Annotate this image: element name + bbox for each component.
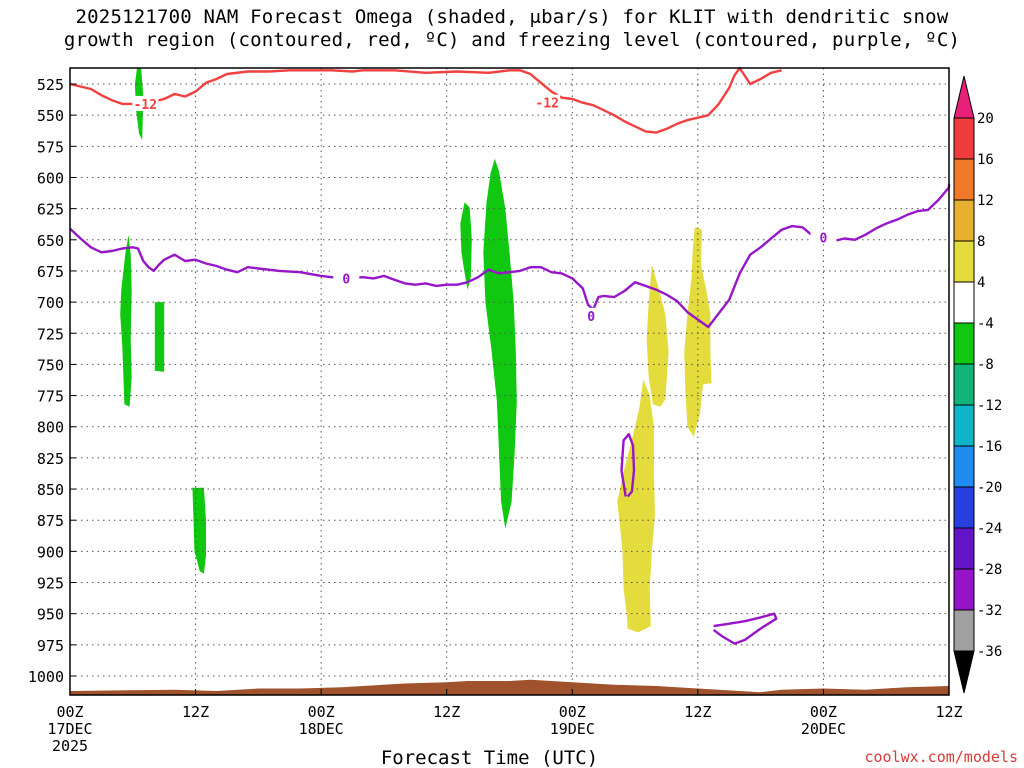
colorbar-tick-7: -12: [977, 398, 1002, 414]
omega-shade-2: [154, 302, 165, 372]
omega-shade-7: [646, 264, 669, 407]
contour-label-zero-a: 0: [342, 272, 350, 287]
contour-label-minus12-b: -12: [535, 97, 558, 112]
colorbar-box-6: [953, 363, 975, 406]
contour-line-3: [712, 612, 778, 645]
terrain-layer: [70, 679, 949, 695]
y-tick-label-925: 925: [37, 575, 64, 593]
colorbar-tick-10: -24: [977, 521, 1002, 537]
x-tick-label-72-0: 00Z: [810, 703, 837, 721]
omega-shade-5: [483, 158, 517, 529]
contour-label-minus12-a: -12: [134, 98, 157, 113]
omega-shade-3: [192, 487, 206, 574]
x-axis-label: Forecast Time (UTC): [381, 747, 598, 768]
omega-shade-1: [120, 234, 132, 407]
colorbar-top-arrow: [953, 75, 975, 119]
colorbar-tick-3: 8: [977, 234, 985, 250]
colorbar-tick-9: -20: [977, 480, 1002, 496]
y-tick-label-575: 575: [37, 138, 64, 156]
colorbar-box-8: [953, 445, 975, 488]
x-tick-label-60-0: 12Z: [684, 703, 711, 721]
chart-title-line2: growth region (contoured, red, ºC) and f…: [63, 29, 961, 51]
x-tick-label-48-0: 00Z: [559, 703, 586, 721]
contour-line-0: [69, 66, 782, 134]
x-tick-label-0-2: 2025: [52, 737, 88, 755]
colorbar-tick-0: 20: [977, 111, 994, 127]
colorbar-tick-1: 16: [977, 152, 994, 168]
colorbar-tick-4: 4: [977, 275, 985, 291]
colorbar-box-12: [953, 609, 975, 652]
y-axis: 525 550 575 600 625 650 675 700 725 750 775 800 825 8…: [28, 76, 76, 686]
colorbar-box-4: [953, 281, 975, 324]
y-tick-label-825: 825: [37, 450, 64, 468]
contour-label-minus12-b-bg: [534, 94, 561, 110]
contour-layer: -12 -12 0 0 0: [69, 66, 951, 645]
y-tick-label-750: 750: [37, 356, 64, 374]
colorbar-tick-12: -32: [977, 603, 1002, 619]
x-tick-label-24-0: 00Z: [308, 703, 335, 721]
contour-label-zero-b: 0: [587, 310, 595, 325]
grid-layer: [70, 68, 949, 695]
terrain-fill: [70, 679, 949, 695]
colorbar-tick-6: -8: [977, 357, 994, 373]
contour-label-minus12-a-bg: [132, 95, 159, 111]
colorbar-box-0: [953, 117, 975, 160]
x-tick-label-84-0: 12Z: [935, 703, 962, 721]
y-tick-label-525: 525: [37, 76, 64, 94]
colorbar-tick-11: -28: [977, 562, 1002, 578]
plot-frame: [69, 67, 950, 696]
colorbar-tick-2: 12: [977, 193, 994, 209]
colorbar-tick-5: -4: [977, 316, 994, 332]
y-tick-label-725: 725: [37, 325, 64, 343]
y-tick-label-625: 625: [37, 201, 64, 219]
credit-link[interactable]: coolwx.com/models: [864, 748, 1018, 766]
y-tick-label-775: 775: [37, 388, 64, 406]
colorbar-bottom-arrow: [953, 650, 975, 694]
colorbar-box-2: [953, 199, 975, 242]
y-tick-label-850: 850: [37, 481, 64, 499]
y-tick-label-875: 875: [37, 512, 64, 530]
x-tick-label-48-1: 19DEC: [550, 720, 595, 738]
omega-shade-6: [617, 379, 655, 633]
y-tick-label-1000: 1000: [28, 668, 64, 686]
y-tick-label-550: 550: [37, 107, 64, 125]
contour-label-zero-b-bg: [578, 307, 605, 323]
colorbar-box-10: [953, 527, 975, 570]
colorbar-box-7: [953, 404, 975, 447]
x-tick-label-0-0: 00Z: [56, 703, 83, 721]
omega-shade-4: [460, 202, 472, 290]
colorbar: 20 16 12 8 4 -4 -8 -12 -16 -20 -24 -28 -32 -36: [953, 75, 1002, 694]
y-tick-label-600: 600: [37, 169, 64, 187]
x-tick-label-0-1: 17DEC: [47, 720, 92, 738]
y-tick-label-975: 975: [37, 637, 64, 655]
y-tick-label-950: 950: [37, 606, 64, 624]
x-tick-label-72-1: 20DEC: [801, 720, 846, 738]
colorbar-box-11: [953, 568, 975, 611]
y-tick-label-675: 675: [37, 263, 64, 281]
y-tick-label-900: 900: [37, 543, 64, 561]
colorbar-box-5: [953, 322, 975, 365]
colorbar-box-1: [953, 158, 975, 201]
colorbar-tick-13: -36: [977, 644, 1002, 660]
colorbar-tick-8: -16: [977, 439, 1002, 455]
chart-title: 2025121700 NAM Forecast Omega (shaded, μ…: [0, 6, 1024, 52]
omega-shading-layer: [120, 68, 712, 633]
contour-label-zero-a-bg: [333, 270, 360, 286]
colorbar-box-3: [953, 240, 975, 283]
y-tick-label-650: 650: [37, 232, 64, 250]
chart-title-line1: 2025121700 NAM Forecast Omega (shaded, μ…: [75, 6, 949, 28]
colorbar-box-9: [953, 486, 975, 529]
x-tick-label-36-0: 12Z: [433, 703, 460, 721]
y-tick-label-700: 700: [37, 294, 64, 312]
y-tick-label-800: 800: [37, 419, 64, 437]
contour-label-zero-c-bg: [810, 229, 837, 245]
x-tick-label-12-0: 12Z: [182, 703, 209, 721]
x-tick-label-24-1: 18DEC: [299, 720, 344, 738]
contour-label-zero-c: 0: [820, 231, 828, 246]
contour-line-2: [620, 433, 636, 498]
